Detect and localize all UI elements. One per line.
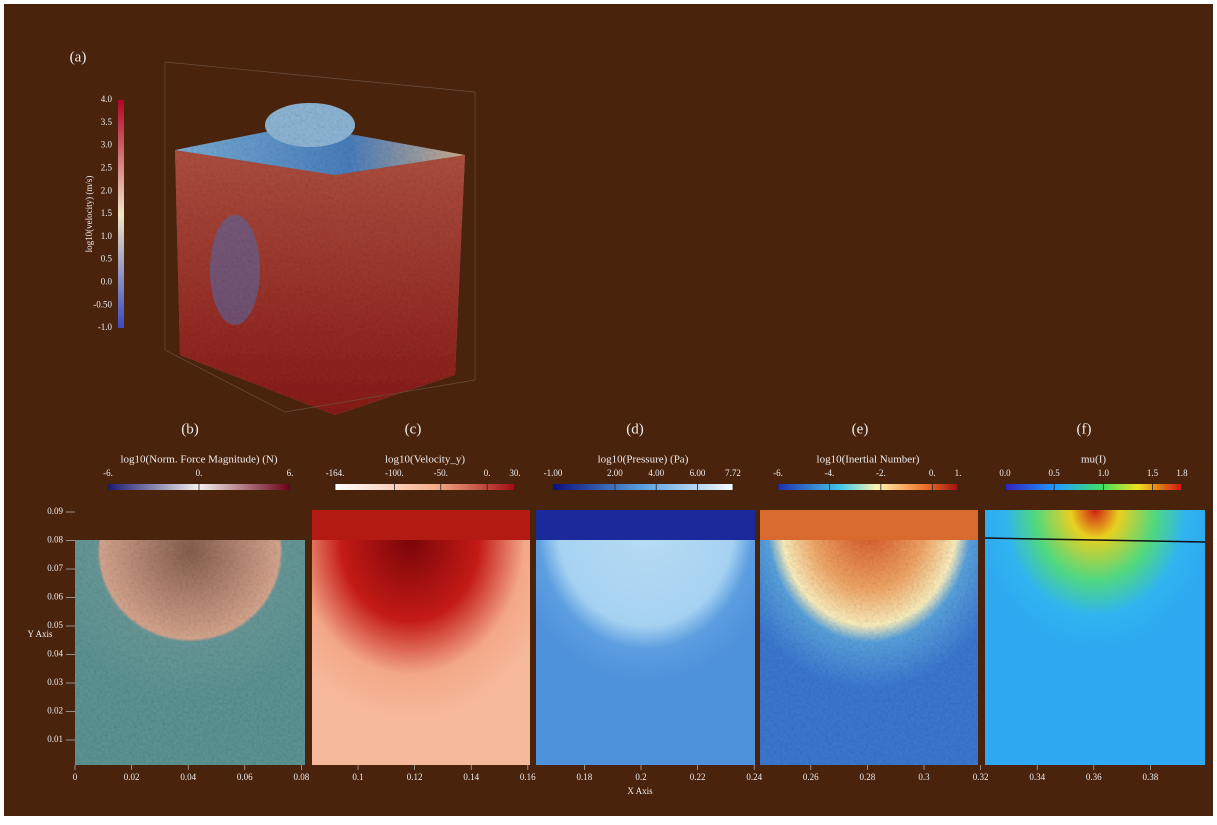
- colorbar-title: log10(Velocity_y): [385, 454, 465, 466]
- colorbar-tick-label: 1.0: [101, 231, 113, 241]
- colorbar-tick-label: 4.0: [101, 94, 113, 104]
- colorbar-tick-label: 1.8: [1176, 468, 1188, 478]
- colorbar-tick-label: -100.: [385, 468, 404, 478]
- colorbar-title: log10(Inertial Number): [817, 454, 920, 466]
- x-tick-label: 0.02: [124, 772, 140, 782]
- colorbar-tick-label: 30.: [509, 468, 520, 478]
- colorbar-tick-label: 1.5: [1147, 468, 1159, 478]
- panel-label: (d): [626, 421, 644, 437]
- field-band: [536, 510, 755, 540]
- colorbar-tick-label: -2.: [876, 468, 886, 478]
- colorbar-tick-label: -6.: [103, 468, 113, 478]
- x-tick-label: 0.06: [237, 772, 253, 782]
- field-image: [760, 510, 978, 765]
- cube-bounding-box: [164, 61, 476, 413]
- colorbar-tick-label: -50.: [434, 468, 448, 478]
- x-tick-label: 0.38: [1143, 772, 1159, 782]
- colorbar: [778, 484, 958, 490]
- panel-label: (e): [852, 421, 869, 437]
- y-tick-label: 0.01: [47, 734, 63, 744]
- colorbar-tick-label: 6.: [287, 468, 294, 478]
- colorbar-title: log10(Pressure) (Pa): [598, 454, 689, 466]
- y-tick-label: 0.04: [47, 649, 63, 659]
- field-image: [312, 510, 530, 765]
- y-tick-label: 0.07: [47, 563, 63, 573]
- surface-line: [984, 537, 1206, 543]
- colorbar-tick-label: 2.00: [607, 468, 623, 478]
- colorbar-tick-label: -6.: [773, 468, 783, 478]
- colorbar-tick-label: 6.00: [690, 468, 706, 478]
- x-tick-label: 0.34: [1029, 772, 1045, 782]
- colorbar-title: log10(velocity) (m/s): [84, 176, 94, 253]
- colorbar-tick-label: 0.5: [101, 254, 113, 264]
- x-tick-label: 0.18: [577, 772, 593, 782]
- colorbar-tick-label: 1.0: [1098, 468, 1110, 478]
- y-tick-label: 0.08: [47, 535, 63, 545]
- colorbar-tick-label: 1.: [955, 468, 962, 478]
- x-tick-label: 0.14: [463, 772, 479, 782]
- colorbar-tick-label: -164.: [326, 468, 345, 478]
- colorbar: [118, 100, 124, 328]
- x-tick-label: 0.16: [520, 772, 536, 782]
- x-tick-label: 0.26: [803, 772, 819, 782]
- x-tick-label: 0.22: [690, 772, 706, 782]
- x-axis-label: X Axis: [627, 786, 653, 796]
- colorbar-tick-label: 4.00: [648, 468, 664, 478]
- colorbar-tick-label: 3.0: [101, 140, 113, 150]
- colorbar-tick-label: 0.5: [1049, 468, 1061, 478]
- x-tick-label: 0.12: [407, 772, 423, 782]
- colorbar: [1005, 484, 1182, 490]
- colorbar-tick-label: 2.5: [101, 162, 113, 172]
- field-image: [536, 510, 755, 765]
- colorbar: [335, 484, 515, 490]
- colorbar-title: log10(Norm. Force Magnitude) (N): [120, 454, 277, 466]
- x-tick-label: 0.3: [918, 772, 930, 782]
- colorbar-tick-label: -0.50: [93, 299, 112, 309]
- x-tick-label: 0: [73, 772, 78, 782]
- colorbar: [553, 484, 733, 490]
- colorbar-tick-label: 0.0: [101, 276, 113, 286]
- field-image: [985, 510, 1205, 765]
- field-band: [760, 510, 978, 540]
- panel-label: (c): [405, 421, 422, 437]
- x-tick-label: 0.36: [1086, 772, 1102, 782]
- x-tick-label: 0.2: [635, 772, 646, 782]
- field-image: [75, 540, 305, 765]
- colorbar-tick-label: 0.0: [999, 468, 1011, 478]
- cube-render: [175, 103, 465, 415]
- y-tick-label: 0.03: [47, 677, 63, 687]
- y-tick-label: 0.09: [47, 506, 63, 516]
- field-band: [312, 510, 530, 540]
- colorbar-tick-label: 0.: [196, 468, 203, 478]
- panel-label: (a): [70, 49, 87, 65]
- colorbar-tick-label: 2.0: [101, 185, 113, 195]
- colorbar-tick-label: -1.00: [544, 468, 563, 478]
- panel-label: (f): [1077, 421, 1092, 437]
- x-tick-label: 0.24: [746, 772, 762, 782]
- x-tick-label: 0.08: [294, 772, 310, 782]
- panel-label: (b): [181, 421, 199, 437]
- colorbar-tick-label: -4.: [825, 468, 835, 478]
- x-tick-label: 0.28: [860, 772, 876, 782]
- y-axis-label: Y Axis: [28, 629, 53, 639]
- colorbar-title: mu(I): [1081, 454, 1106, 466]
- colorbar-tick-label: 0.: [929, 468, 936, 478]
- colorbar-tick-label: 1.5: [101, 208, 113, 218]
- y-tick-label: 0.06: [47, 592, 63, 602]
- y-tick-label: 0.05: [47, 620, 63, 630]
- x-tick-label: 0.04: [180, 772, 196, 782]
- colorbar-tick-label: 3.5: [101, 117, 113, 127]
- y-tick-label: 0.02: [47, 706, 63, 716]
- x-tick-label: 0.1: [352, 772, 363, 782]
- colorbar-tick-label: 7.72: [725, 468, 741, 478]
- colorbar-tick-label: 0.: [484, 468, 491, 478]
- x-tick-label: 0.32: [973, 772, 989, 782]
- colorbar-tick-label: -1.0: [98, 322, 113, 332]
